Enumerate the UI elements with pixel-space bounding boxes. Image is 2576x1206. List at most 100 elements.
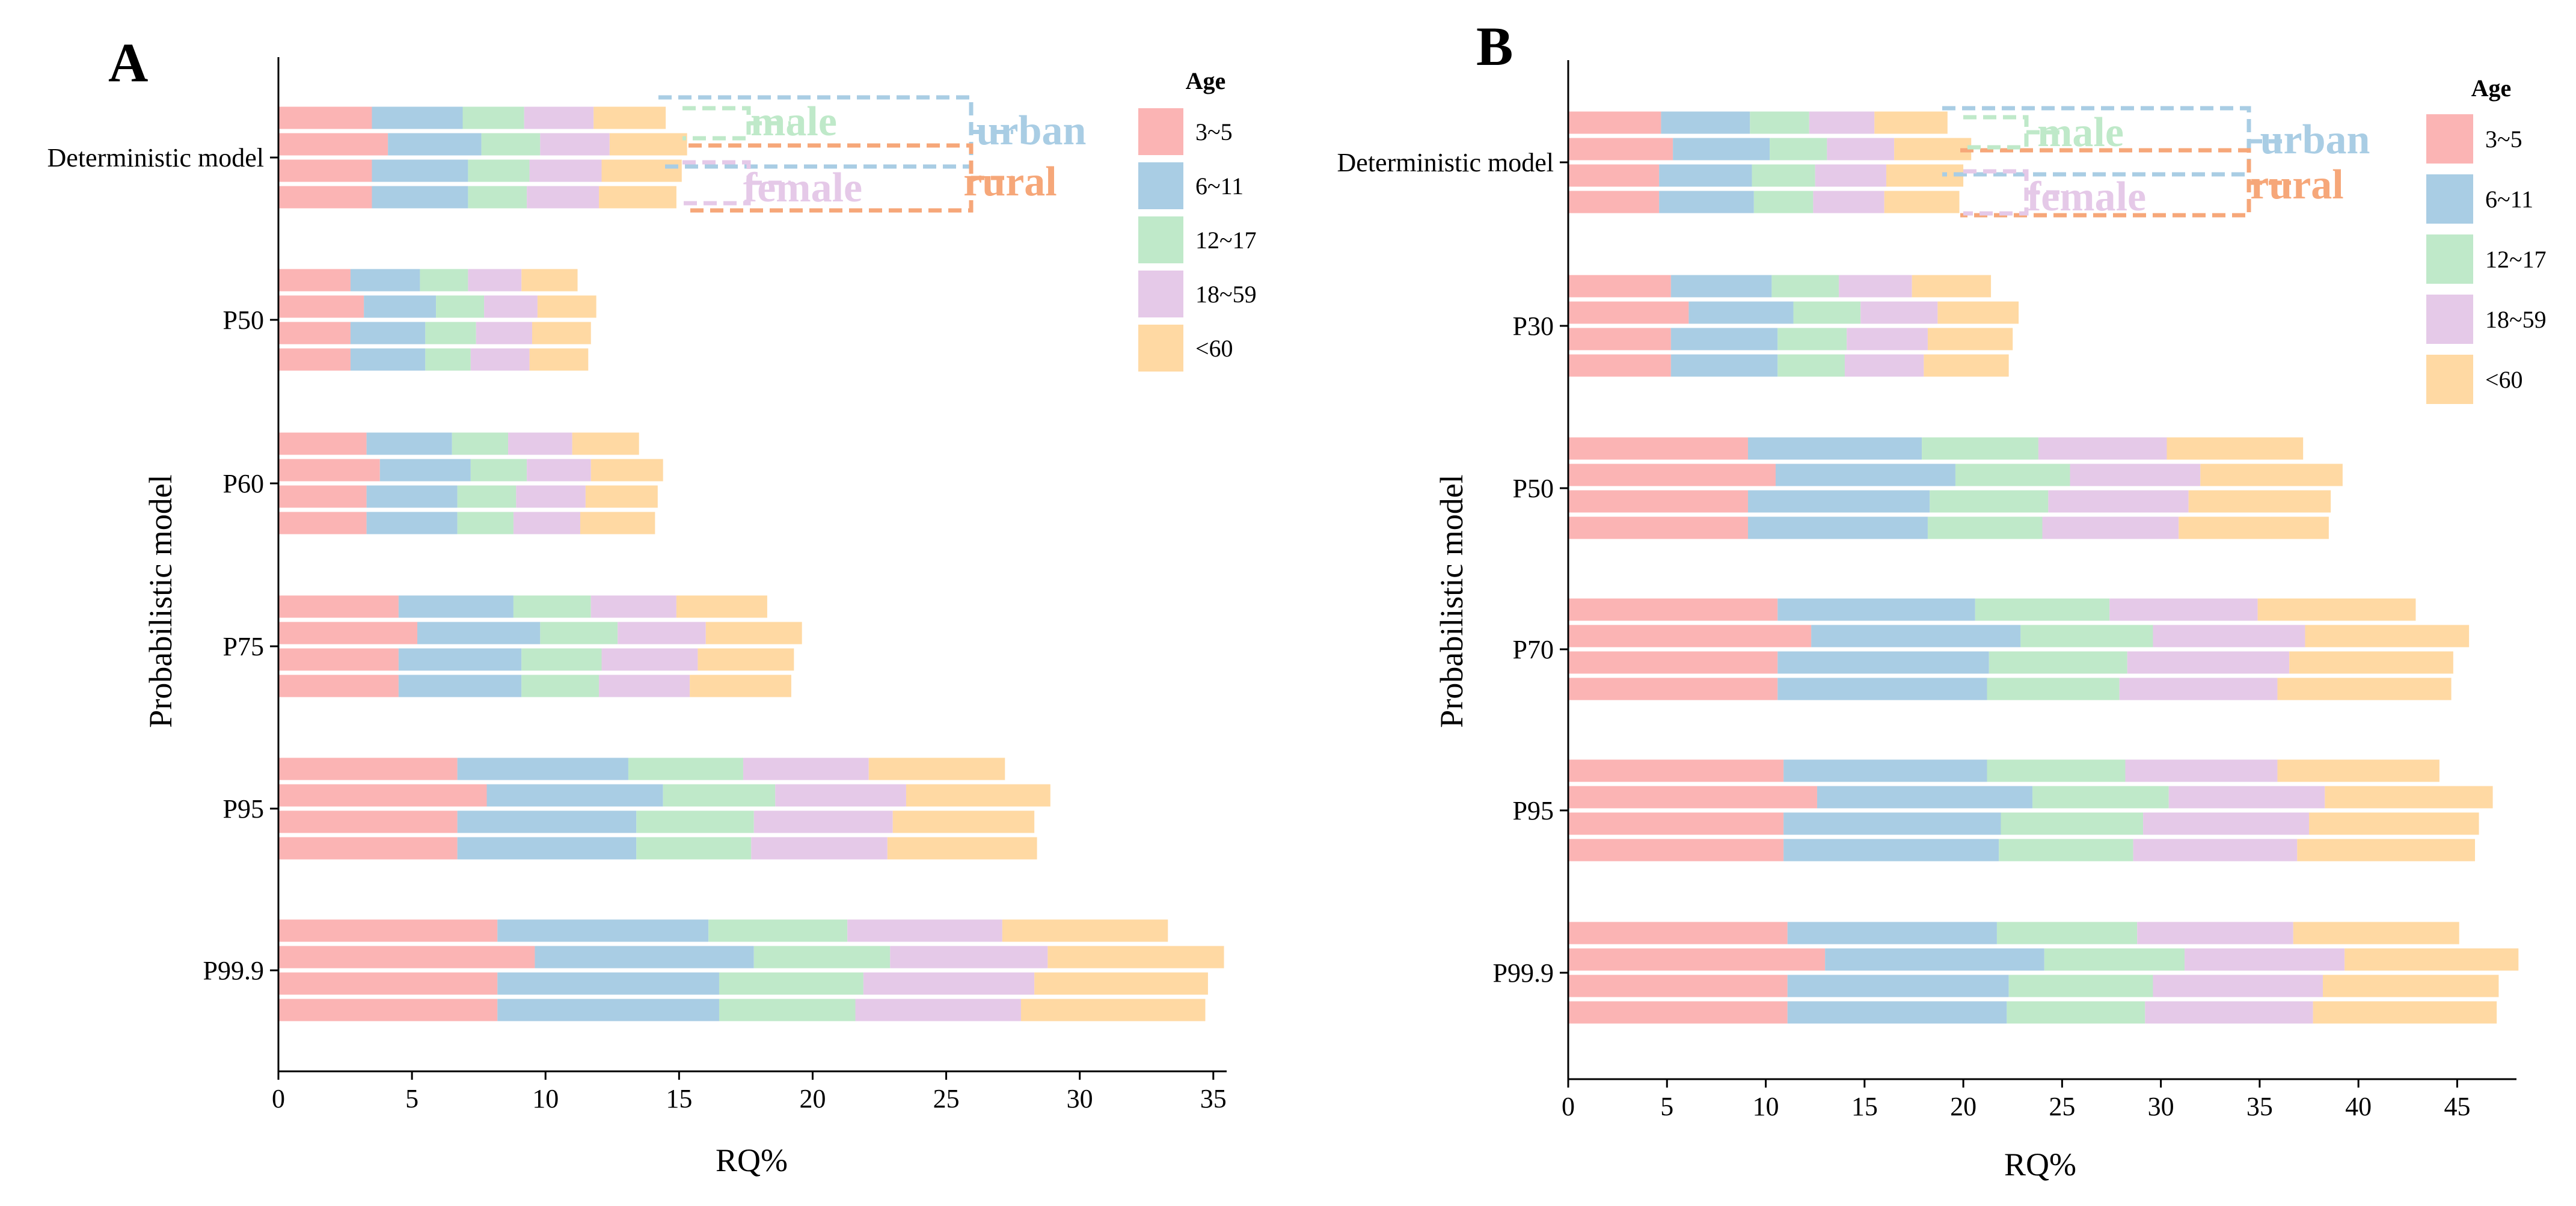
bar-segment-p70-urban-age4	[2109, 598, 2258, 621]
bar-segment-deterministic-model-rural-age1	[1568, 138, 1673, 161]
y-tick-label: P99.9	[1493, 958, 1554, 988]
legend-title-a: Age	[1186, 67, 1226, 94]
bar-segment-deterministic-model-urban-age3	[1750, 111, 1809, 134]
bar-segment-p75-urban-age1	[278, 595, 399, 618]
bar-segment-p50-rural-age5	[2200, 464, 2343, 486]
bar-segment-p30-rural-age2	[1688, 301, 1794, 324]
bar-segment-p30-female-age1	[1568, 354, 1671, 377]
x-tick-label: 10	[1753, 1092, 1779, 1121]
bar-segment-p70-male-age2	[1777, 651, 1989, 674]
bar-segment-p99-9-rural-age5	[2344, 948, 2519, 971]
bar-segment-p50-rural-age3	[1955, 464, 2070, 486]
bar-segment-p50-male-age5	[532, 322, 591, 344]
bar-segment-p99-9-male-age4	[863, 972, 1035, 995]
bar-segment-deterministic-model-female-age2	[372, 186, 468, 209]
bar-segment-p95-rural-age5	[906, 784, 1050, 807]
bar-segment-p99-9-female-age2	[1787, 1001, 2007, 1024]
bar-segment-deterministic-model-female-age1	[1568, 191, 1660, 213]
bar-segment-p50-female-age4	[2042, 516, 2179, 539]
y-tick-label: P60	[223, 469, 264, 498]
bar-segment-p99-9-rural-age4	[890, 946, 1048, 969]
bar-segment-p50-rural-age1	[278, 295, 364, 318]
bar-segment-p99-9-female-age1	[278, 999, 498, 1021]
bar-segment-p95-female-age3	[1999, 839, 2133, 862]
legend-swatch-age3	[1138, 216, 1183, 263]
legend-label-age1: 3~5	[2485, 126, 2522, 153]
bar-segment-p75-male-age3	[521, 648, 602, 671]
bar-segment-p30-male-age3	[1777, 328, 1847, 350]
bar-segment-p70-urban-age5	[2257, 598, 2416, 621]
x-tick-label: 25	[933, 1084, 960, 1113]
legend-swatch-age4	[1138, 271, 1183, 317]
bar-segment-p99-9-urban-age3	[708, 919, 848, 942]
bar-segment-p95-female-age2	[1783, 839, 1999, 862]
bar-segment-p95-female-age1	[278, 837, 458, 860]
bar-segment-p30-rural-age4	[1860, 301, 1938, 324]
bar-segment-p30-male-age4	[1847, 328, 1928, 350]
bar-segment-p99-9-urban-age2	[497, 919, 709, 942]
bar-segment-p30-rural-age5	[1937, 301, 2019, 324]
bar-segment-p30-rural-age1	[1568, 301, 1689, 324]
panel-letter-b: B	[1476, 16, 1513, 77]
y-tick-label: P50	[223, 305, 264, 335]
bar-segment-p75-male-age5	[698, 648, 794, 671]
bar-segment-p99-9-male-age3	[2008, 975, 2153, 997]
bar-segment-p75-female-age3	[521, 675, 600, 697]
bar-segment-deterministic-model-male-age4	[1815, 164, 1886, 187]
legend-swatch-age4	[2426, 295, 2473, 344]
bar-segment-p50-male-age2	[350, 322, 426, 344]
bar-segment-p60-female-age2	[366, 512, 458, 534]
bar-segment-p50-female-age5	[2179, 516, 2329, 539]
bar-segment-deterministic-model-male-age1	[278, 159, 372, 182]
bar-segment-p75-male-age1	[278, 648, 399, 671]
bar-segment-p99-9-urban-age1	[278, 919, 498, 942]
bar-segment-p70-urban-age1	[1568, 598, 1778, 621]
x-tick-label: 5	[1660, 1092, 1673, 1121]
bar-segment-p70-rural-age3	[2020, 625, 2153, 647]
bar-segment-deterministic-model-male-age3	[468, 159, 530, 182]
bar-segment-p50-rural-age4	[2070, 464, 2201, 486]
bar-segment-p99-9-male-age5	[2323, 975, 2499, 997]
bar-segment-p95-rural-age5	[2325, 786, 2493, 809]
bar-segment-p50-male-age2	[1747, 490, 1930, 513]
bar-segment-p95-urban-age5	[868, 758, 1005, 780]
y-tick-label: P70	[1513, 635, 1554, 664]
bar-segment-p99-9-rural-age2	[1825, 948, 2044, 971]
x-tick-label: 40	[2345, 1092, 2372, 1121]
bar-segment-p50-rural-age2	[1775, 464, 1955, 486]
chart-panel-b: B Probabilistic model RQ% Age Determinis…	[1337, 16, 2547, 1183]
bar-segment-p60-urban-age4	[508, 432, 572, 455]
bar-segment-p60-rural-age3	[470, 459, 527, 482]
bar-segment-p70-urban-age3	[1975, 598, 2110, 621]
y-tick-label: P95	[223, 794, 264, 824]
x-axis-title-b: RQ%	[2004, 1146, 2076, 1183]
bar-segment-p95-urban-age4	[2125, 759, 2278, 782]
y-axis-title-a: Probabilistic model	[143, 474, 179, 727]
y-tick-label: P75	[223, 632, 264, 661]
bar-segment-p99-9-male-age1	[1568, 975, 1788, 997]
x-tick-label: 45	[2444, 1092, 2470, 1121]
x-tick-label: 15	[666, 1084, 692, 1113]
bar-segment-p95-rural-age3	[663, 784, 776, 807]
bar-segment-deterministic-model-female-age4	[1813, 191, 1884, 213]
bar-segment-p95-rural-age2	[1817, 786, 2033, 809]
bar-segment-p60-female-age3	[457, 512, 514, 534]
bar-segment-deterministic-model-male-age3	[1752, 164, 1815, 187]
bar-segment-p99-9-rural-age3	[753, 946, 891, 969]
legend-swatch-age2	[1138, 162, 1183, 209]
bar-segment-p99-9-male-age1	[278, 972, 498, 995]
bar-segment-p50-female-age5	[529, 348, 589, 371]
bar-segment-p95-rural-age2	[486, 784, 663, 807]
bar-segment-p50-urban-age5	[2167, 437, 2304, 460]
bar-segment-p75-male-age2	[398, 648, 522, 671]
bar-segment-deterministic-model-urban-age4	[1809, 111, 1875, 134]
bar-segment-p50-male-age4	[2048, 490, 2189, 513]
legend-label-age3: 12~17	[1195, 227, 1257, 254]
x-tick-label: 20	[799, 1084, 826, 1113]
bar-segment-p60-male-age3	[457, 485, 517, 508]
bar-segment-p75-female-age4	[599, 675, 690, 697]
bar-segment-p75-female-age1	[278, 675, 399, 697]
bar-segment-p95-male-age5	[892, 810, 1035, 833]
bar-segment-p75-rural-age4	[618, 622, 706, 644]
